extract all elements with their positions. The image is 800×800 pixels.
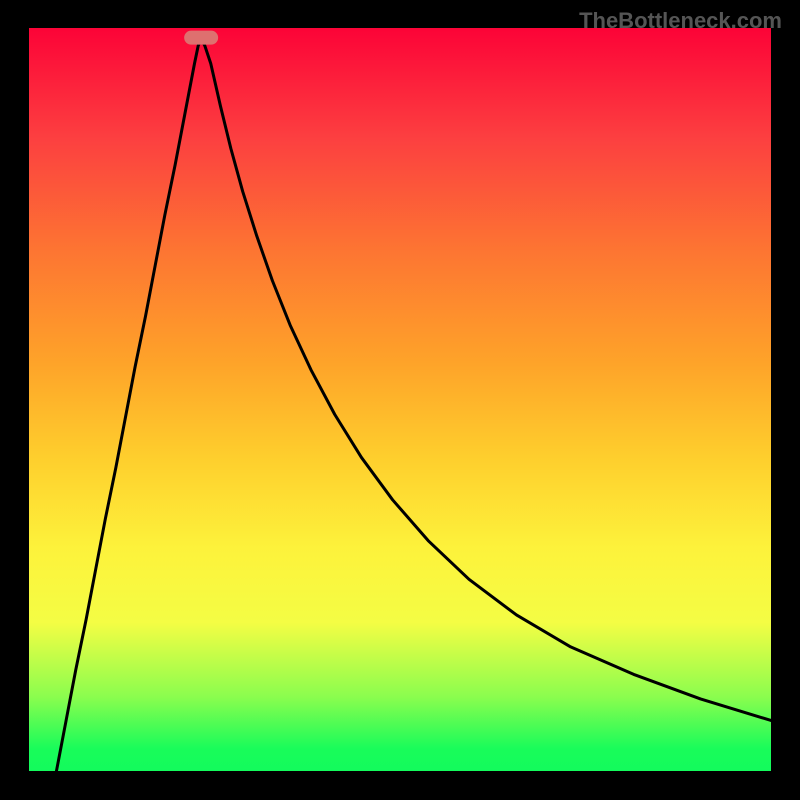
- watermark-text: TheBottleneck.com: [579, 8, 782, 34]
- bottleneck-chart: TheBottleneck.com: [0, 0, 800, 800]
- chart-canvas: [0, 0, 800, 800]
